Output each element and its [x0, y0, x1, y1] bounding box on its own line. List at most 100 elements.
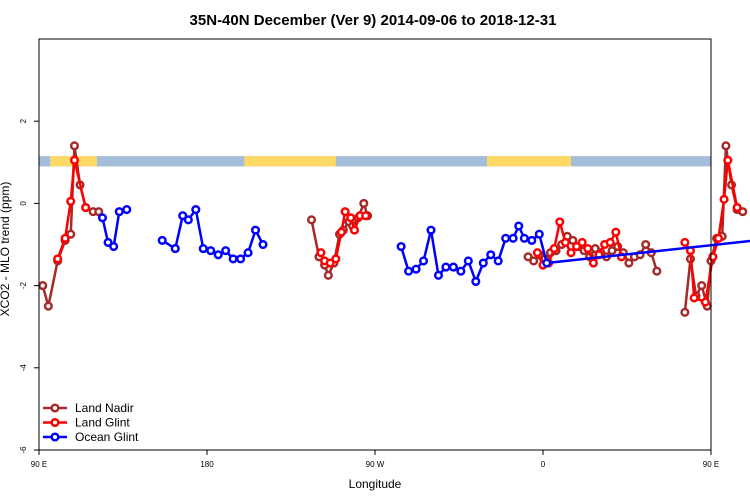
ocean-glint-segment — [545, 239, 750, 265]
land-glint-point — [336, 227, 346, 237]
land-glint-segment — [73, 158, 87, 209]
y-tick-label-3: 0 — [19, 201, 28, 206]
y-axis-ticks: -6 -4 -2 0 2 — [19, 118, 39, 454]
ocean-glint-point — [191, 205, 201, 215]
y-axis-label: XCO2 - MLO trend (ppm) — [0, 182, 12, 317]
land-glint-point — [700, 297, 710, 307]
land-glint-point — [611, 227, 621, 237]
land-glint-segment — [717, 198, 726, 240]
land-nadir-point — [680, 307, 690, 317]
series-land-glint — [53, 155, 742, 307]
land-glint-point — [560, 237, 570, 247]
ocean-glint-segment — [112, 210, 121, 248]
land-glint-point — [577, 237, 587, 247]
ocean-glint-point — [206, 246, 216, 256]
land-glint-segment — [704, 255, 715, 304]
land-glint-point — [316, 248, 326, 258]
legend-label-land-nadir: Land Nadir — [75, 401, 134, 415]
series-land-nadir — [38, 141, 748, 317]
land-nadir-point — [641, 239, 651, 250]
land-glint-point — [346, 213, 356, 223]
land-band-segment-1 — [244, 156, 336, 167]
ocean-glint-point — [418, 256, 429, 266]
ocean-glint-point — [122, 205, 132, 215]
land-glint-point — [713, 233, 724, 243]
land-glint-segment — [722, 158, 730, 201]
legend-marker-ocean-glint — [50, 432, 60, 442]
legend-label-ocean-glint: Ocean Glint — [75, 430, 139, 444]
ocean-glint-point — [114, 207, 124, 217]
land-nadir-point — [523, 252, 533, 262]
ocean-glint-point — [411, 264, 421, 274]
x-tick-label-3: 0 — [541, 460, 546, 469]
land-glint-point — [723, 155, 733, 165]
legend-marker-land-nadir — [50, 403, 60, 413]
land-glint-point — [719, 194, 729, 204]
land-glint-point — [588, 258, 598, 268]
land-nadir-point — [69, 141, 80, 151]
ocean-glint-point — [527, 235, 537, 245]
land-nadir-point — [697, 281, 707, 291]
land-nadir-point — [568, 235, 578, 245]
ocean-glint-point — [441, 262, 451, 272]
land-nadir-segment — [47, 259, 59, 308]
land-glint-segment — [63, 200, 72, 240]
ocean-glint-point — [170, 244, 180, 254]
ocean-glint-point — [448, 262, 458, 272]
land-nadir-point — [529, 256, 539, 266]
land-glint-point — [572, 242, 582, 252]
land-nadir-segment — [683, 257, 692, 314]
ocean-glint-point — [183, 215, 193, 225]
land-glint-segment — [689, 249, 696, 300]
land-nadir-point — [38, 281, 48, 291]
land-band-segment-2 — [487, 156, 571, 167]
land-glint-point — [549, 244, 559, 254]
land-glint-point — [325, 258, 335, 268]
ocean-glint-point — [250, 225, 261, 235]
land-nadir-point — [359, 198, 369, 208]
land-nadir-point — [652, 266, 662, 276]
ocean-glint-point — [542, 258, 552, 268]
y-tick-label-4: 2 — [19, 118, 28, 123]
ocean-glint-point — [463, 256, 473, 266]
land-nadir-point — [94, 207, 104, 217]
land-glint-point — [689, 293, 699, 303]
ocean-glint-segment — [194, 208, 205, 250]
land-glint-segment — [726, 158, 739, 209]
ocean-glint-point — [433, 270, 444, 280]
x-tick-label-2: 90 W — [366, 460, 385, 469]
ocean-glint-point — [534, 229, 544, 239]
land-glint-point — [680, 237, 690, 247]
data-series-group — [38, 141, 750, 317]
land-glint-point — [555, 217, 565, 227]
ocean-glint-point — [501, 233, 511, 243]
ocean-glint-segment — [429, 228, 440, 277]
legend-label-land-glint: Land Glint — [75, 416, 130, 430]
land-glint-point — [605, 237, 615, 247]
ocean-glint-point — [109, 242, 119, 252]
y-tick-label-0: -6 — [19, 446, 28, 454]
land-glint-point — [60, 233, 70, 243]
ocean-glint-point — [243, 248, 253, 258]
land-glint-point — [566, 248, 576, 258]
ocean-glint-point — [103, 237, 113, 247]
ocean-glint-point — [213, 250, 223, 260]
x-tick-label-1: 180 — [200, 460, 214, 469]
ocean-glint-point — [157, 235, 167, 245]
ocean-glint-point — [198, 244, 208, 254]
ocean-glint-point — [471, 276, 481, 287]
ocean-glint-point — [478, 258, 488, 268]
ocean-glint-point — [514, 221, 524, 231]
y-tick-label-2: -2 — [19, 281, 28, 289]
land-nadir-point — [721, 141, 731, 151]
ocean-glint-point — [97, 213, 108, 223]
land-nadir-point — [306, 215, 317, 225]
land-glint-point — [66, 196, 76, 206]
ocean-glint-point — [228, 254, 238, 264]
ocean-glint-point — [236, 254, 246, 264]
ocean-band — [39, 156, 711, 167]
ocean-glint-segment — [422, 228, 433, 263]
ocean-glint-segment — [538, 232, 548, 265]
ocean-glint-point — [404, 266, 414, 276]
